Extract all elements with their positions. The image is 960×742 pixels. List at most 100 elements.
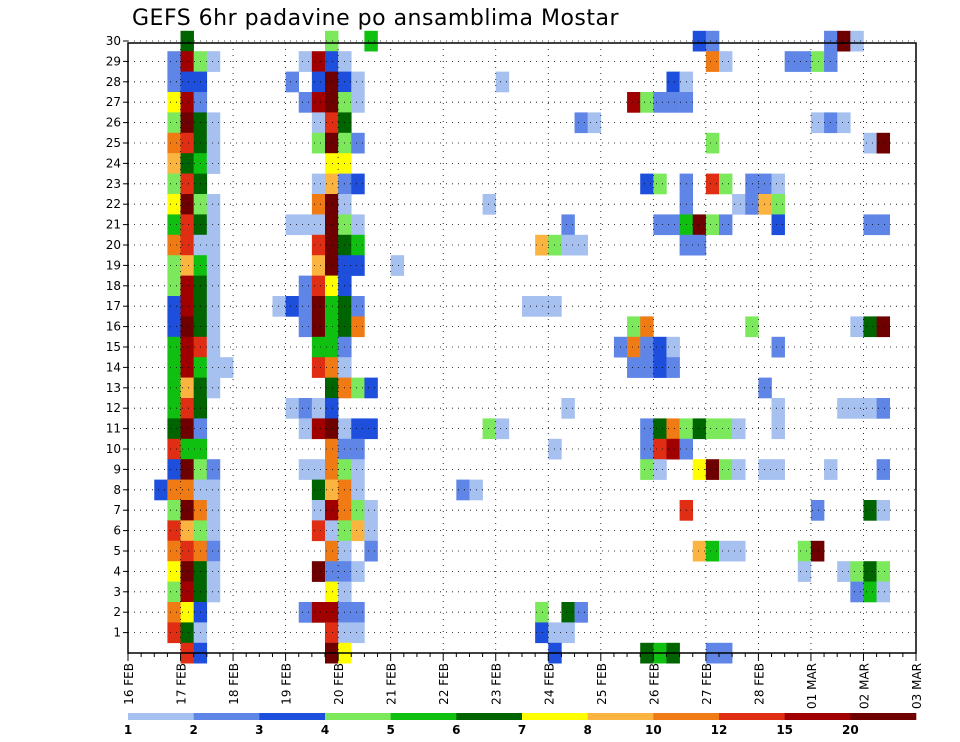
- heatmap-cell: [863, 398, 877, 419]
- heatmap-cell: [206, 357, 221, 378]
- legend-swatch: [587, 713, 654, 720]
- heatmap-cell: [692, 418, 707, 440]
- heatmap-cell: [863, 132, 877, 154]
- heatmap-cell: [206, 194, 221, 215]
- heatmap-cell: [837, 112, 851, 134]
- heatmap-cell: [325, 132, 339, 154]
- heatmap-cell: [206, 520, 221, 542]
- heatmap-cell: [810, 51, 825, 72]
- y-tick-label: 24: [106, 156, 121, 170]
- legend-swatch: [325, 713, 391, 720]
- heatmap-cell: [876, 581, 891, 603]
- heatmap-cell: [167, 234, 181, 256]
- heatmap-cell: [692, 30, 707, 52]
- heatmap-cell: [167, 459, 181, 480]
- heatmap-cell: [666, 92, 680, 113]
- heatmap-cell: [351, 479, 365, 501]
- heatmap-cell: [180, 214, 194, 236]
- heatmap-cell: [325, 459, 339, 480]
- heatmap-cell: [705, 30, 720, 52]
- heatmap-cell: [206, 540, 221, 562]
- heatmap-cell: [311, 561, 326, 582]
- heatmap-cell: [298, 602, 313, 623]
- heatmap-cell: [732, 194, 746, 215]
- heatmap-cell: [876, 316, 891, 338]
- heatmap-cell: [180, 500, 194, 521]
- heatmap-cell: [561, 214, 575, 236]
- x-tick-label: 20 FEB: [332, 663, 346, 705]
- heatmap-cell: [298, 92, 313, 113]
- heatmap-cell: [167, 418, 181, 440]
- x-tick-label: 01 MAR: [805, 663, 819, 709]
- heatmap-cell: [167, 255, 181, 276]
- heatmap-cell: [574, 602, 588, 623]
- heatmap-cell: [351, 602, 365, 623]
- heatmap-cell: [797, 540, 812, 562]
- x-tick-label: 18 FEB: [227, 663, 241, 705]
- heatmap-cell: [325, 275, 339, 297]
- heatmap-cell: [206, 51, 221, 72]
- heatmap-cell: [167, 398, 181, 419]
- heatmap-cell: [876, 132, 891, 154]
- heatmap-cell: [653, 357, 667, 378]
- y-tick-label: 3: [113, 585, 121, 599]
- heatmap-cell: [837, 30, 851, 52]
- heatmap-cell: [311, 418, 326, 440]
- y-tick-label: 14: [106, 360, 121, 374]
- heatmap-cell: [666, 438, 680, 460]
- heatmap-cell: [180, 173, 194, 195]
- heatmap-cell: [285, 296, 300, 317]
- heatmap-cell: [863, 316, 877, 338]
- heatmap-cell: [364, 377, 378, 399]
- y-tick-label: 26: [106, 116, 121, 130]
- heatmap-cell: [351, 520, 365, 542]
- heatmap-cell: [167, 602, 181, 623]
- heatmap-cell: [206, 459, 221, 480]
- heatmap-cell: [167, 214, 181, 236]
- heatmap-cell: [311, 132, 326, 154]
- heatmap-cell: [180, 316, 194, 338]
- legend-label: 6: [452, 723, 460, 737]
- heatmap-cell: [311, 194, 326, 215]
- heatmap-cell: [206, 336, 221, 358]
- legend-swatch: [653, 713, 720, 720]
- heatmap-cell: [771, 418, 785, 440]
- heatmap-cell: [705, 459, 720, 480]
- heatmap-cell: [640, 418, 654, 440]
- heatmap-cell: [771, 398, 785, 419]
- y-tick-label: 29: [106, 54, 121, 68]
- heatmap-cell: [180, 581, 194, 603]
- heatmap-cell: [876, 214, 891, 236]
- heatmap-cell: [180, 540, 194, 562]
- heatmap-cell: [705, 540, 720, 562]
- heatmap-cell: [705, 132, 720, 154]
- legend-swatch: [719, 713, 785, 720]
- heatmap-cell: [640, 173, 654, 195]
- heatmap-cell: [325, 398, 339, 419]
- heatmap-cell: [311, 296, 326, 317]
- legend-swatch: [390, 713, 457, 720]
- heatmap-cell: [771, 173, 785, 195]
- legend: 1 2 3 4 5 6 7 8 10 12 15 20: [124, 713, 917, 737]
- heatmap-cell: [180, 520, 194, 542]
- legend-swatch: [193, 713, 260, 720]
- heatmap-cell: [364, 500, 378, 521]
- legend-label: 1: [124, 723, 132, 737]
- heatmap-cell: [627, 357, 641, 378]
- heatmap-cell: [167, 275, 181, 297]
- heatmap-cell: [180, 336, 194, 358]
- heatmap-cell: [797, 561, 812, 582]
- heatmap-cell: [351, 622, 365, 644]
- x-tick-label: 27 FEB: [700, 663, 714, 705]
- heatmap-cell: [167, 336, 181, 358]
- legend-label: 12: [711, 723, 728, 737]
- heatmap-cell: [810, 540, 825, 562]
- heatmap-cell: [705, 418, 720, 440]
- heatmap-cell: [719, 540, 733, 562]
- heatmap-cell: [206, 275, 221, 297]
- heatmap-cell: [285, 71, 300, 93]
- heatmap-cell: [311, 602, 326, 623]
- heatmap-cell: [180, 92, 194, 113]
- heatmap-cell: [810, 500, 825, 521]
- heatmap-cell: [298, 296, 313, 317]
